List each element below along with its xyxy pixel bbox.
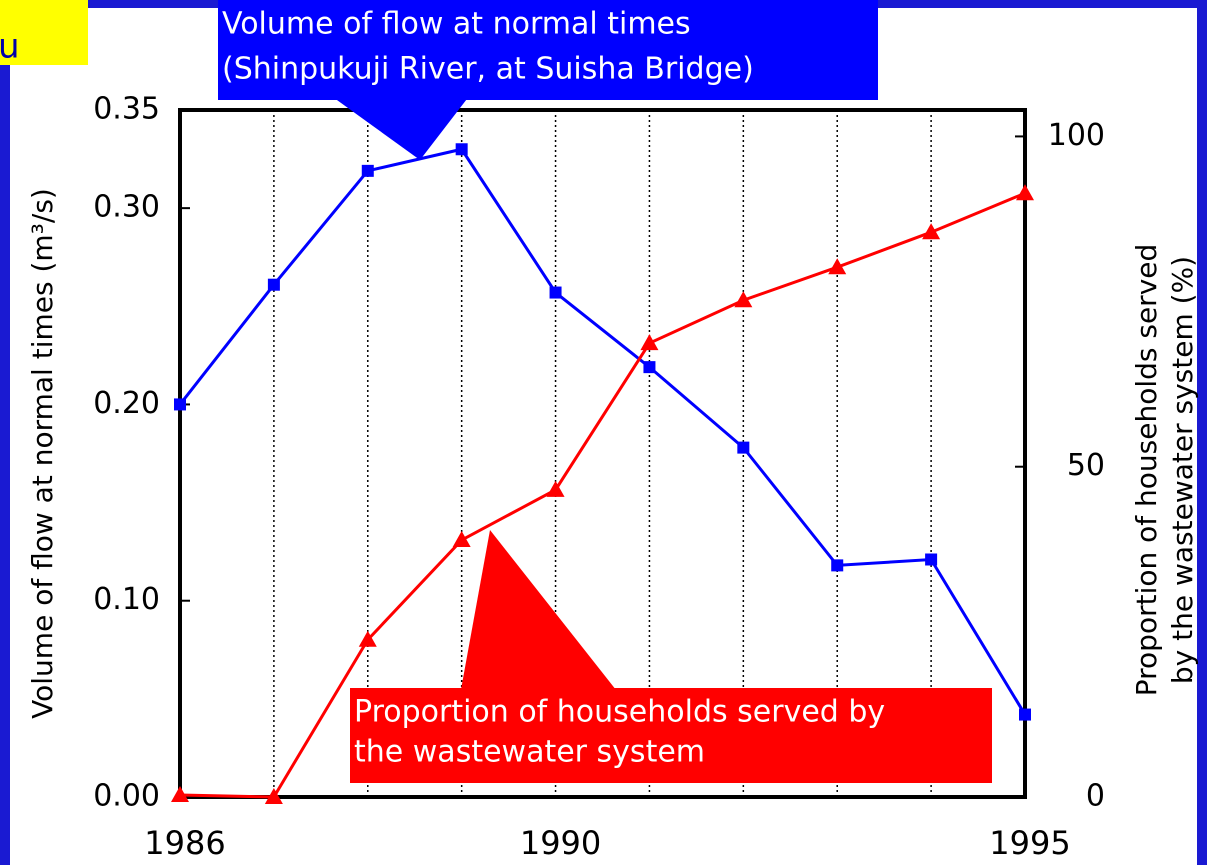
point	[264, 788, 283, 804]
x-tick-label: 1990	[520, 824, 601, 862]
point	[171, 786, 189, 803]
corner-box	[0, 0, 88, 65]
point	[174, 398, 186, 411]
point	[737, 441, 750, 454]
point	[267, 278, 280, 291]
point	[455, 143, 468, 156]
point	[549, 286, 562, 299]
y-tick-label: 0.30	[93, 190, 160, 225]
point	[643, 361, 656, 374]
y-tick-label: 0.10	[93, 582, 160, 617]
point	[452, 531, 471, 548]
callout-box	[218, 0, 878, 100]
point	[925, 553, 938, 566]
series-line	[179, 191, 1026, 799]
point	[734, 291, 753, 308]
point	[1016, 184, 1034, 201]
y-tick-label: 0.20	[93, 386, 160, 421]
y-tick-label: 0.00	[93, 779, 160, 814]
callout-text: Volume of flow at normal times	[222, 7, 691, 42]
y2-axis-label: Proportion of households served	[1130, 244, 1163, 697]
y-tick-label: 0.35	[93, 92, 160, 127]
point	[1019, 708, 1031, 721]
y-axis-label: Volume of flow at normal times (m³/s)	[26, 188, 59, 719]
point	[640, 334, 659, 351]
point	[358, 630, 377, 647]
x-tick-label: 1986	[144, 824, 225, 862]
y2-axis-label: by the wastewater system (%)	[1166, 256, 1199, 684]
corner-text: u	[0, 27, 20, 67]
x-tick-label: 1995	[989, 824, 1070, 862]
callout-pointer	[330, 95, 470, 160]
callout-text: (Shinpukuji River, at Suisha Bridge)	[222, 52, 754, 87]
plot-area	[178, 108, 1027, 799]
y2-tick-label: 50	[1067, 448, 1105, 483]
callout-text: the wastewater system	[354, 735, 705, 770]
point	[546, 480, 565, 497]
callout-box	[350, 688, 992, 783]
point	[361, 164, 374, 177]
point	[828, 258, 847, 275]
point	[831, 559, 844, 572]
y2-tick-label: 100	[1048, 118, 1105, 153]
callout-pointer	[460, 530, 620, 695]
callout-text: Proportion of households served by	[354, 695, 885, 730]
y2-tick-label: 0	[1086, 779, 1105, 814]
point	[922, 223, 941, 240]
series-line	[178, 147, 1027, 716]
